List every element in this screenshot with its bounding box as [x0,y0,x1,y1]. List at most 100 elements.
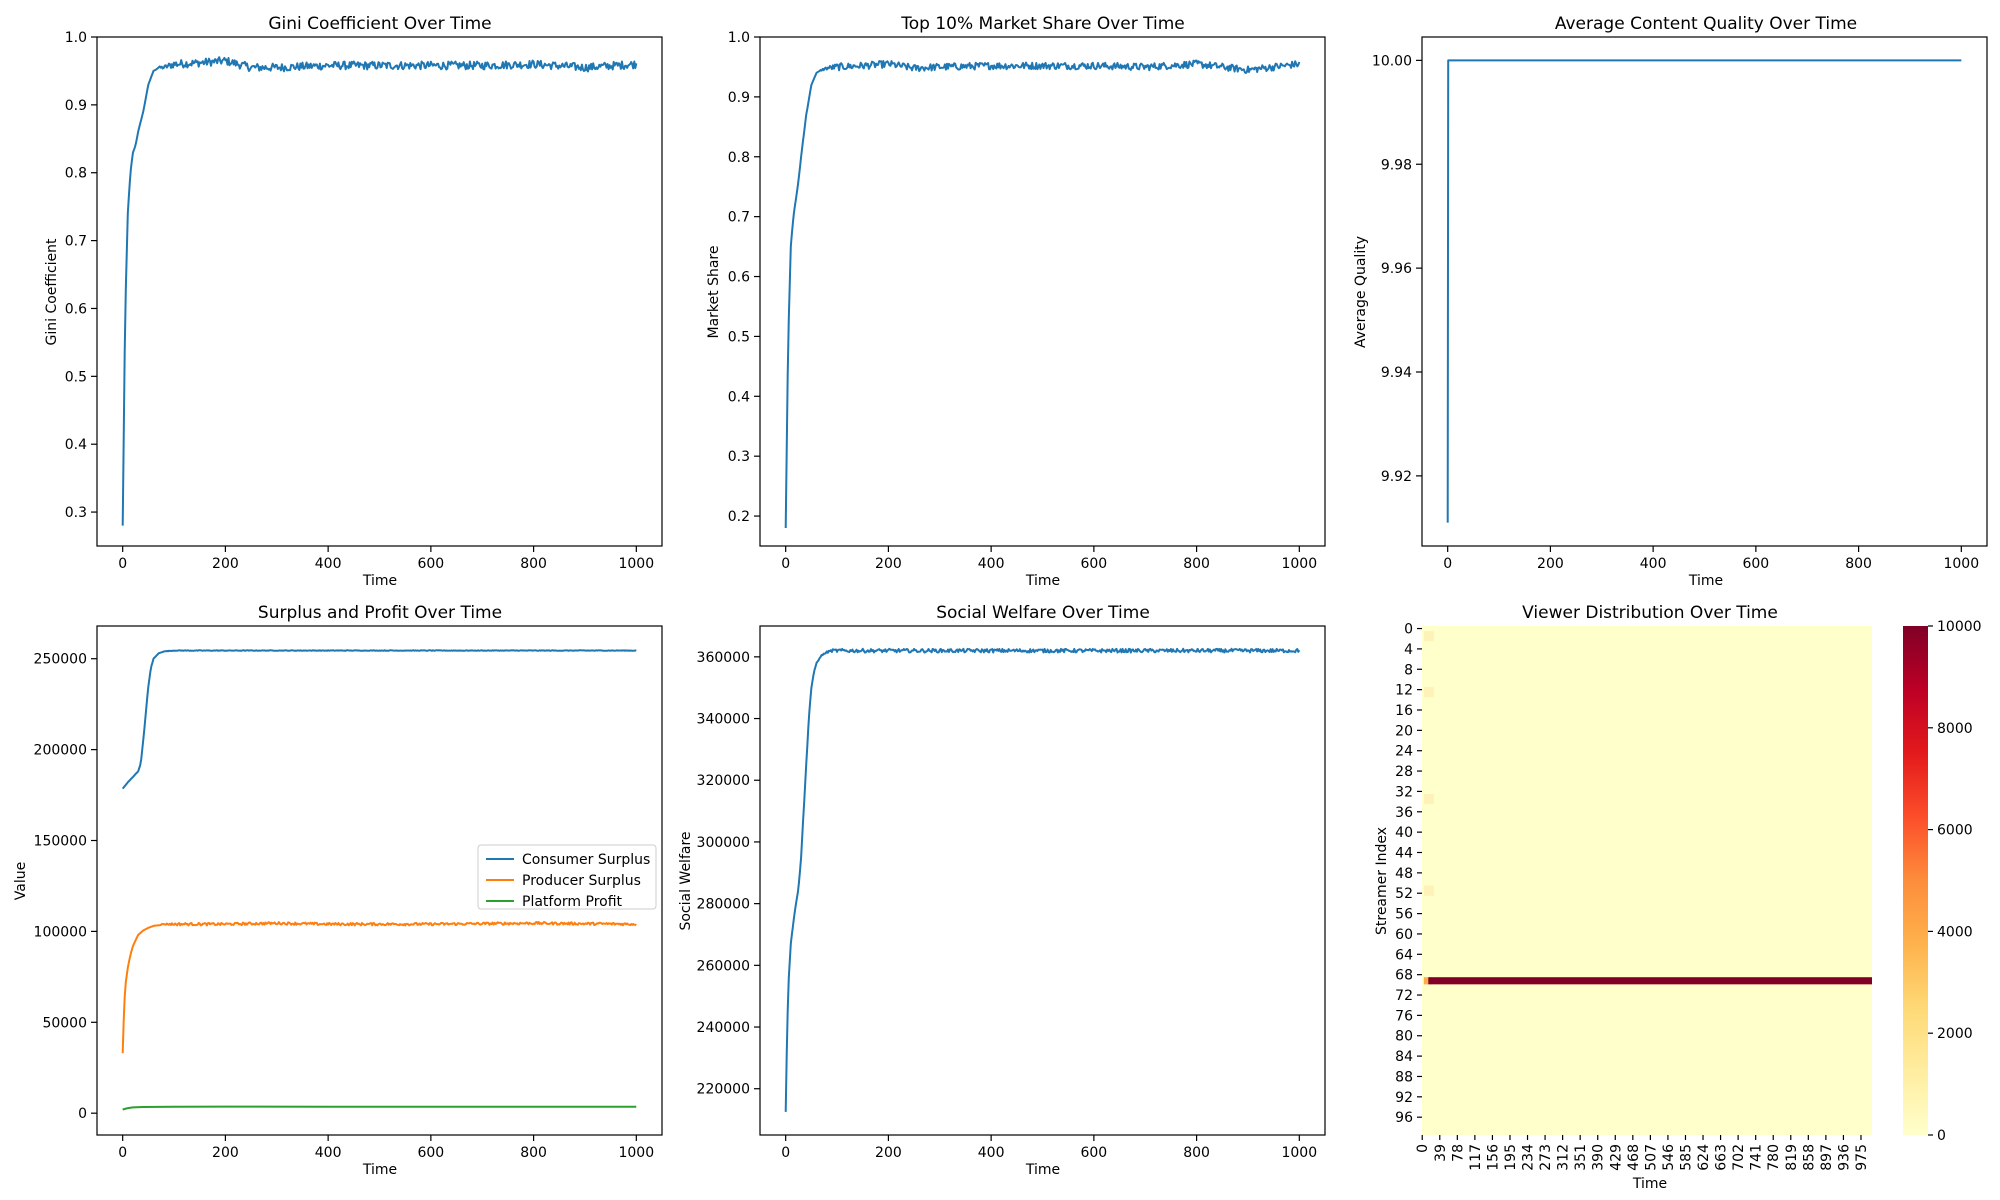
y-tick-label-welfare: 220000 [697,1082,750,1098]
y-tick-label-heatmap: 20 [1395,723,1413,739]
panel-top10: Top 10% Market Share Over Time Time Mark… [706,14,1185,589]
y-tick-label-heatmap: 12 [1395,683,1413,699]
x-tick-label-quality: 200 [1537,556,1564,572]
y-axis-label-heatmap: Streamer Index [1374,827,1390,935]
y-tick-label-top10: 0.3 [728,449,750,465]
y-tick-label-top10: 0.5 [728,329,750,345]
y-axis-label-welfare: Social Welfare [678,831,694,930]
x-tick-label-top10: 200 [875,556,902,572]
legend-label-surplus-0: Consumer Surplus [522,852,650,868]
y-tick-label-heatmap: 36 [1395,805,1413,821]
y-tick-label-heatmap: 68 [1395,968,1413,984]
y-tick-label-top10: 0.4 [728,389,750,405]
heatmap-cell [1424,885,1434,896]
y-tick-label-quality: 9.98 [1381,157,1412,173]
x-tick-label-quality: 1000 [1943,556,1979,572]
x-tick-label-surplus: 600 [417,1145,444,1161]
x-tick-label-heatmap: 858 [1801,1144,1817,1171]
x-tick-label-heatmap: 546 [1661,1144,1677,1171]
chart-title-welfare: Social Welfare Over Time [936,603,1150,623]
y-axis-label-quality: Average Quality [1353,236,1369,348]
x-tick-label-heatmap: 741 [1749,1144,1765,1171]
x-tick-label-surplus: 800 [520,1145,547,1161]
y-tick-label-heatmap: 32 [1395,784,1413,800]
x-tick-label-heatmap: 975 [1854,1144,1870,1171]
y-tick-label-top10: 0.2 [728,509,750,525]
y-tick-label-heatmap: 8 [1404,662,1413,678]
y-tick-label-heatmap: 96 [1395,1110,1413,1126]
y-axis-label-gini: Gini Coefficient [44,238,60,346]
x-axis-label-welfare: Time [1025,1162,1060,1178]
plot-frame-gini [96,36,663,547]
x-tick-label-welfare: 0 [781,1145,790,1161]
x-tick-label-top10: 0 [781,556,790,572]
y-tick-label-welfare: 360000 [697,650,750,666]
chart-title-quality: Average Content Quality Over Time [1555,14,1857,34]
x-tick-label-heatmap: 390 [1591,1144,1607,1171]
chart-title-surplus: Surplus and Profit Over Time [258,603,502,623]
plot-frame-surplus [96,625,663,1136]
colorbar [1903,626,1928,1135]
y-tick-label-heatmap: 16 [1395,703,1413,719]
x-axis-label-top10: Time [1025,573,1060,589]
plot-frame-top10 [759,36,1326,547]
x-tick-label-gini: 1000 [618,556,654,572]
y-tick-label-welfare: 300000 [697,835,750,851]
x-tick-label-heatmap: 429 [1608,1144,1624,1171]
x-tick-label-heatmap: 780 [1766,1144,1782,1171]
y-tick-label-gini: 0.7 [65,234,87,250]
y-tick-label-top10: 1.0 [728,30,750,46]
y-tick-label-heatmap: 92 [1395,1090,1413,1106]
colorbar-tick-label: 2000 [1937,1026,1973,1042]
heatmap-cell [1423,977,1432,985]
x-axis-label-surplus: Time [362,1162,397,1178]
heatmap-cell [1424,687,1434,698]
heatmap-cell [1424,631,1434,642]
x-tick-label-gini: 400 [315,556,342,572]
y-tick-label-heatmap: 44 [1395,846,1413,862]
colorbar-tick-label: 6000 [1937,823,1973,839]
panel-welfare: Social Welfare Over Time Time Social Wel… [678,603,1150,1178]
y-tick-label-welfare: 280000 [697,897,750,913]
x-tick-label-heatmap: 702 [1731,1144,1747,1171]
x-tick-label-surplus: 200 [212,1145,239,1161]
y-tick-label-heatmap: 80 [1395,1029,1413,1045]
x-tick-label-surplus: 0 [118,1145,127,1161]
x-tick-label-heatmap: 0 [1415,1144,1431,1153]
x-tick-label-gini: 600 [417,556,444,572]
colorbar-tick-label: 0 [1937,1128,1946,1144]
x-tick-label-heatmap: 819 [1784,1144,1800,1171]
legend-label-surplus-1: Producer Surplus [522,873,641,889]
y-tick-label-heatmap: 64 [1395,947,1413,963]
y-tick-label-welfare: 340000 [697,712,750,728]
x-tick-label-heatmap: 351 [1573,1144,1589,1171]
y-tick-label-surplus: 50000 [42,1015,87,1031]
series-line-top10-0 [784,59,1301,529]
y-tick-label-quality: 9.92 [1381,469,1412,485]
y-tick-label-heatmap: 4 [1404,642,1413,658]
x-tick-label-quality: 800 [1845,556,1872,572]
x-tick-label-heatmap: 273 [1538,1144,1554,1171]
x-tick-label-heatmap: 624 [1696,1144,1712,1171]
heatmap-background [1422,626,1872,1135]
x-tick-label-gini: 0 [118,556,127,572]
y-axis-label-top10: Market Share [706,246,722,339]
y-tick-label-heatmap: 40 [1395,825,1413,841]
x-tick-label-heatmap: 117 [1468,1144,1484,1171]
y-tick-label-heatmap: 24 [1395,744,1413,760]
y-tick-label-gini: 0.9 [65,98,87,114]
x-tick-label-heatmap: 936 [1836,1144,1852,1171]
x-tick-label-heatmap: 234 [1521,1144,1537,1171]
y-tick-label-quality: 9.94 [1381,365,1412,381]
y-tick-label-surplus: 150000 [34,834,87,850]
heatmap-dominant-row [1428,977,1872,985]
plot-layer: 0 200 400 600 800 10000.30.40.50.60.70.80.91.… [34,30,1988,1171]
panel-surplus: Surplus and Profit Over Time Time Value [13,603,502,1178]
x-tick-label-heatmap: 156 [1485,1144,1501,1171]
x-tick-label-quality: 600 [1742,556,1769,572]
series-line-surplus-0 [121,649,637,790]
y-tick-label-top10: 0.6 [728,270,750,286]
chart-title-top10: Top 10% Market Share Over Time [900,14,1184,34]
y-tick-label-heatmap: 60 [1395,927,1413,943]
